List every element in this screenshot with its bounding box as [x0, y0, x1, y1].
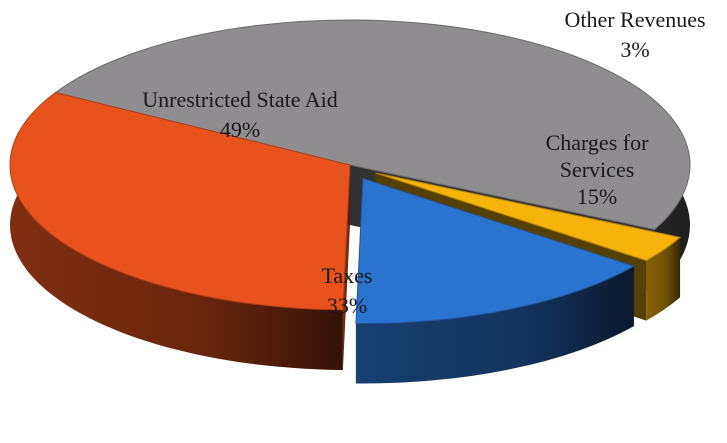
slice-side-other-revenues — [646, 237, 681, 321]
label-charges-for-services: Charges for Services 15% — [546, 130, 650, 209]
slice-labels: Unrestricted State Aid 49% Other Revenues 3… — [142, 7, 705, 318]
slice-charges-for-services — [355, 177, 636, 324]
slice-unrestricted-state-aid — [54, 19, 691, 231]
slice-tops — [9, 19, 691, 324]
slice-side-taxes — [9, 92, 343, 370]
label-unrestricted-state-aid: Unrestricted State Aid 49% — [142, 87, 338, 142]
label-taxes: Taxes 33% — [322, 263, 373, 318]
slice-other-revenues — [375, 172, 682, 262]
slice-taxes — [9, 91, 351, 311]
label-other-revenues: Other Revenues 3% — [564, 7, 705, 62]
